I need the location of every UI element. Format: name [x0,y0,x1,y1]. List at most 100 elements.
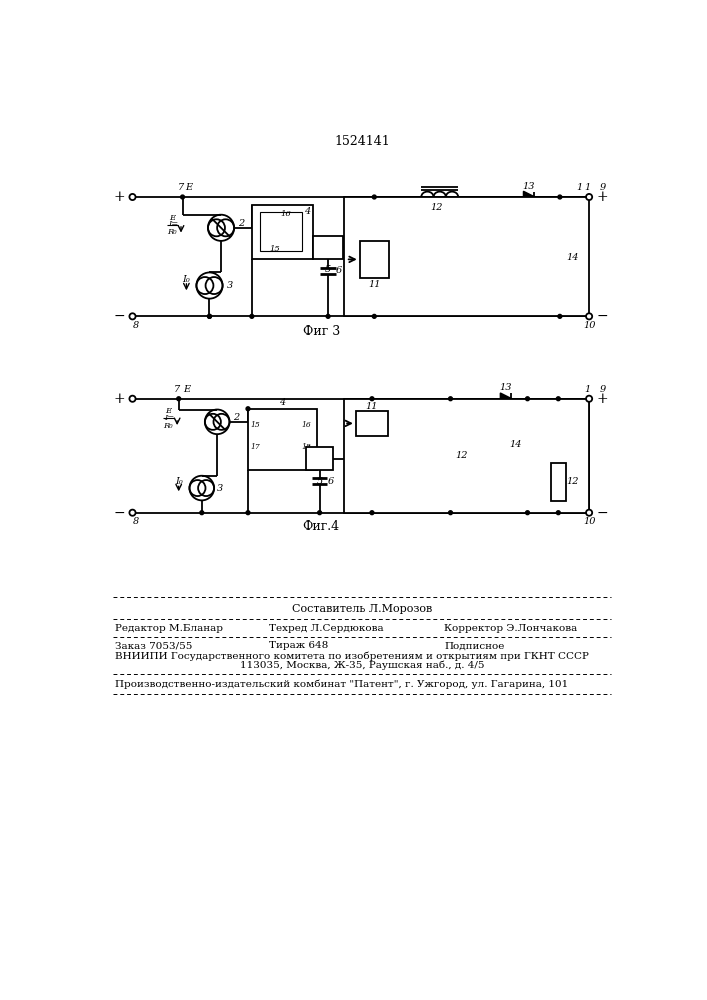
Text: E: E [183,385,190,394]
Text: Подписное: Подписное [444,641,505,650]
Circle shape [250,314,254,318]
Text: −: − [597,506,609,520]
Text: Редактор М.Бланар: Редактор М.Бланар [115,624,223,633]
Text: 5: 5 [325,265,331,274]
Circle shape [525,397,530,401]
Text: 7: 7 [178,183,184,192]
Circle shape [208,314,211,318]
Text: +: + [113,190,125,204]
Text: Составитель Л.Морозов: Составитель Л.Морозов [292,604,432,614]
Polygon shape [290,422,299,431]
Text: −: − [113,506,125,520]
Circle shape [177,397,180,401]
Circle shape [129,194,136,200]
Text: 1: 1 [585,183,590,192]
Text: 9: 9 [600,183,606,192]
Text: 6: 6 [336,266,342,275]
Bar [344,197,589,316]
Circle shape [317,511,322,515]
Circle shape [586,194,592,200]
Text: 14: 14 [566,253,578,262]
Text: 12: 12 [566,477,578,486]
Circle shape [588,195,591,199]
Text: 7: 7 [174,385,180,394]
Bar [344,399,589,513]
Text: 2: 2 [238,219,244,228]
Text: 17: 17 [250,443,260,451]
Circle shape [129,396,136,402]
Text: 18: 18 [302,443,312,451]
Text: 15: 15 [250,421,260,429]
Text: 13: 13 [522,182,535,191]
Text: 9: 9 [600,385,606,394]
Circle shape [558,195,562,199]
Circle shape [588,397,591,401]
Circle shape [180,195,185,199]
Bar [248,409,317,470]
Text: E: E [165,407,171,415]
Circle shape [370,397,374,401]
Text: 4: 4 [279,398,286,407]
Circle shape [448,511,452,515]
Text: R₀: R₀ [163,422,173,430]
Circle shape [586,313,592,319]
Text: Тираж 648: Тираж 648 [269,641,328,650]
Text: 4: 4 [304,207,310,216]
Text: 3: 3 [226,281,233,290]
Text: Производственно-издательский комбинат "Патент", г. Ужгород, ул. Гагарина, 101: Производственно-издательский комбинат "П… [115,680,568,689]
Text: 11: 11 [366,402,378,411]
Circle shape [208,314,211,318]
Circle shape [246,407,250,411]
Text: 10: 10 [583,517,595,526]
Text: E: E [185,183,192,192]
Text: −: − [113,309,125,323]
Text: −: − [597,309,609,323]
Text: 6: 6 [327,477,334,486]
Circle shape [558,314,562,318]
Polygon shape [264,444,273,453]
Circle shape [586,396,592,402]
Text: I=: I= [165,414,175,422]
Polygon shape [524,192,534,202]
Text: Техред Л.Сердюкова: Техред Л.Сердюкова [269,624,383,633]
Circle shape [246,511,250,515]
Text: I=: I= [168,220,179,228]
Text: 14: 14 [509,440,522,449]
Text: 5: 5 [317,477,322,486]
Bar [259,212,302,251]
Circle shape [556,511,560,515]
Text: 8: 8 [133,321,139,330]
Text: +: + [597,392,609,406]
Text: 12: 12 [431,203,443,212]
Text: Заказ 7053/55: Заказ 7053/55 [115,641,192,650]
Text: E: E [169,214,175,222]
Text: +: + [597,190,609,204]
Text: 8: 8 [133,517,139,526]
Text: 10: 10 [583,321,595,330]
Circle shape [525,511,530,515]
Circle shape [200,511,204,515]
Circle shape [586,510,592,516]
Bar [356,411,388,436]
Text: I₀: I₀ [182,275,190,284]
Bar [252,205,313,259]
Polygon shape [271,235,282,244]
Text: Фиг.4: Фиг.4 [303,520,339,533]
Polygon shape [290,444,299,453]
Text: 15: 15 [269,245,280,253]
Circle shape [373,314,376,318]
Text: Фиг 3: Фиг 3 [303,325,340,338]
Text: 113035, Москва, Ж-35, Раушская наб., д. 4/5: 113035, Москва, Ж-35, Раушская наб., д. … [240,660,484,670]
Text: 16: 16 [281,210,291,218]
Bar [551,463,566,501]
Text: 1: 1 [577,183,583,192]
Text: +: + [113,392,125,406]
Bar [360,241,389,278]
Text: Корректор Э.Лончакова: Корректор Э.Лончакова [444,624,578,633]
Text: 16: 16 [302,421,312,429]
Circle shape [326,314,330,318]
Text: 13: 13 [500,383,512,392]
Text: R₀: R₀ [167,228,177,236]
Text: 1: 1 [585,385,590,394]
Circle shape [129,313,136,319]
